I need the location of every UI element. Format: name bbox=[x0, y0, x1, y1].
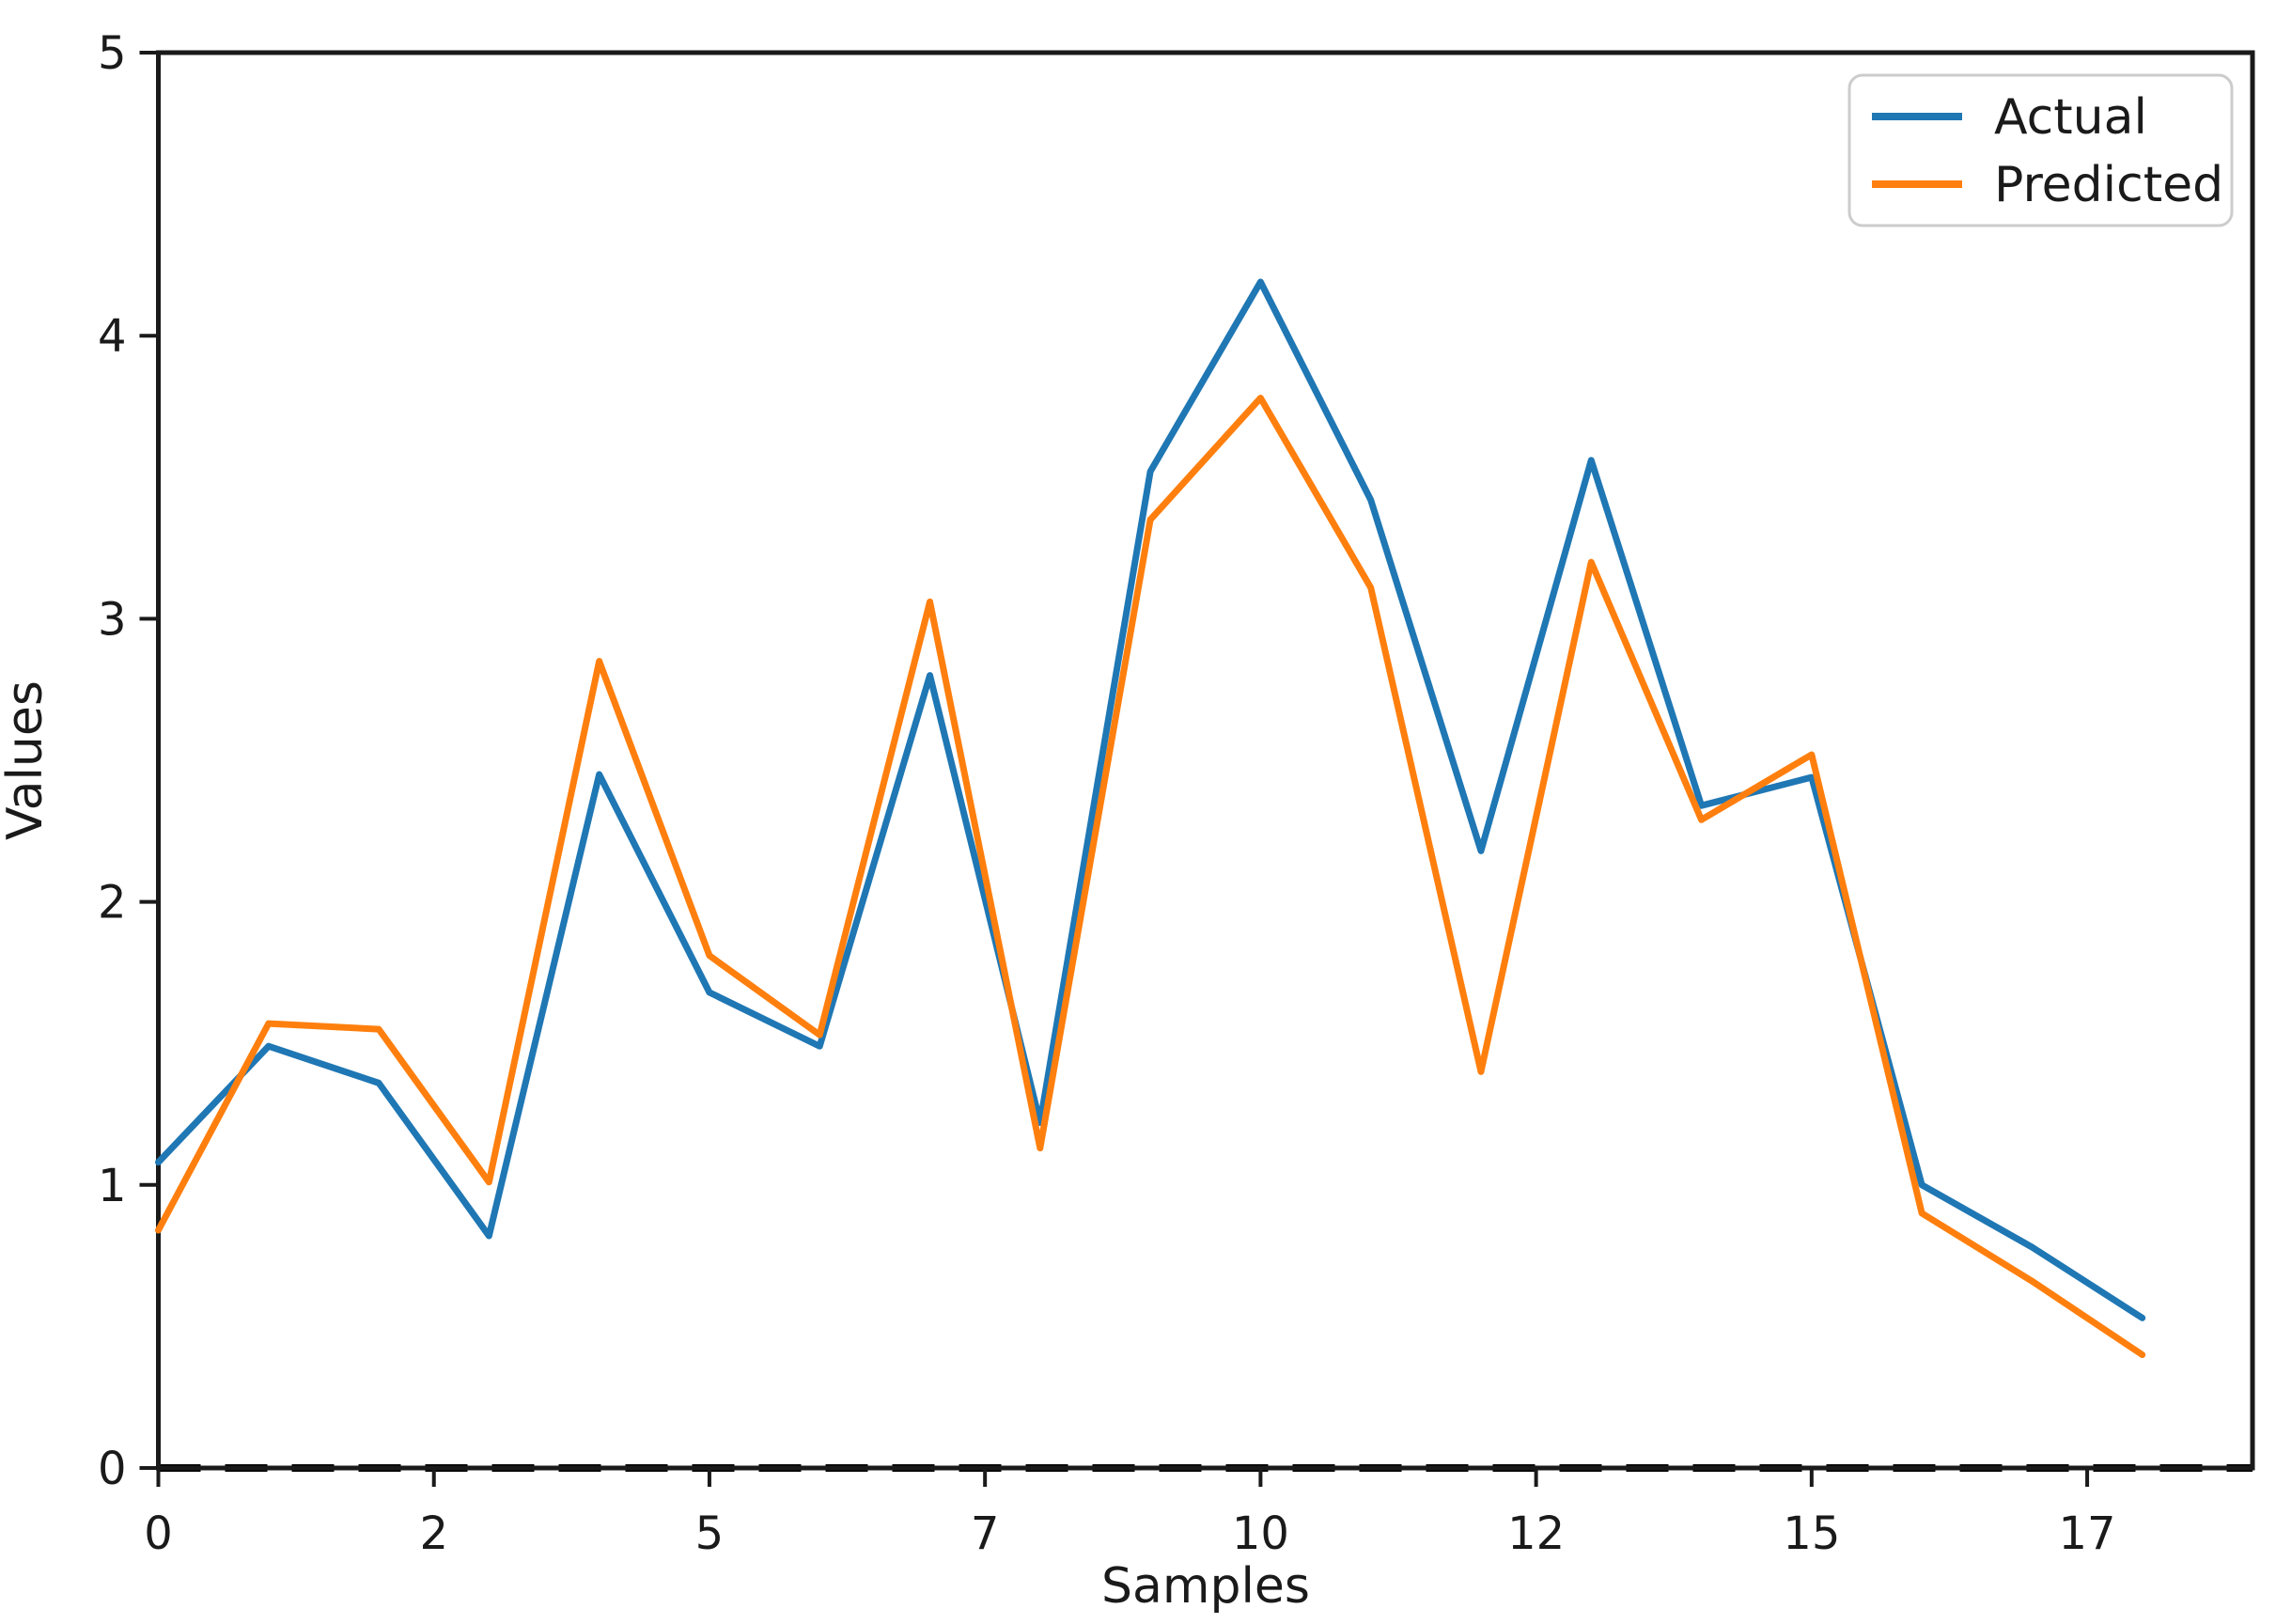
x-tick-label: 12 bbox=[1507, 1507, 1565, 1560]
x-tick-label: 7 bbox=[971, 1507, 1000, 1560]
x-axis-title: Samples bbox=[1101, 1558, 1310, 1615]
actual-line bbox=[155, 278, 2146, 1321]
x-tick-label: 17 bbox=[2059, 1507, 2116, 1560]
x-tick-label: 15 bbox=[1783, 1507, 1840, 1560]
x-tick-label: 2 bbox=[419, 1507, 448, 1560]
predicted-line bbox=[155, 394, 2146, 1359]
legend-label-actual: Actual bbox=[1994, 89, 2147, 146]
x-tick-label: 0 bbox=[144, 1507, 173, 1560]
y-tick-label: 3 bbox=[98, 593, 127, 646]
y-axis-ticks: 0 1 2 3 4 5 bbox=[98, 27, 159, 1495]
y-tick-label: 2 bbox=[98, 877, 127, 929]
y-tick-label: 5 bbox=[98, 27, 127, 80]
x-axis-ticks: 0 2 5 7 10 12 15 17 bbox=[144, 1468, 2116, 1560]
y-tick-label: 1 bbox=[98, 1160, 127, 1212]
legend-label-predicted: Predicted bbox=[1994, 157, 2223, 213]
data-series bbox=[155, 278, 2146, 1359]
x-tick-label: 5 bbox=[695, 1507, 725, 1560]
y-tick-label: 4 bbox=[98, 310, 127, 363]
plot-border bbox=[156, 50, 2255, 1471]
y-axis-title: Values bbox=[0, 680, 54, 840]
y-tick-label: 0 bbox=[98, 1443, 127, 1495]
legend: Actual Predicted bbox=[1847, 73, 2234, 227]
x-tick-label: 10 bbox=[1232, 1507, 1289, 1560]
